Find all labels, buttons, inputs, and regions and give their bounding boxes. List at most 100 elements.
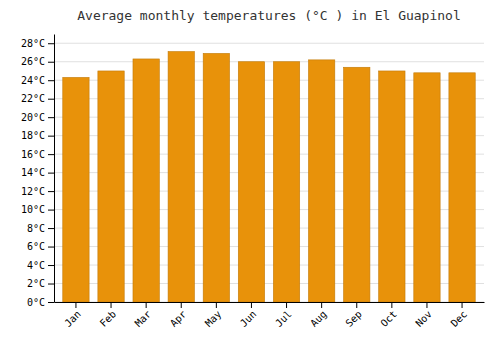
x-axis-line [55,302,485,303]
bar [203,53,229,302]
x-tick: May [203,302,224,329]
y-tick-mark [48,302,54,303]
x-tick: Jun [238,302,259,329]
x-tick-label: Dec [449,308,470,329]
y-tick-mark [48,265,54,266]
y-tick-label: 2°C [27,278,45,289]
y-tick-label: 10°C [21,204,45,215]
x-tick-label: Jan [62,308,83,329]
x-tick-mark [216,302,217,308]
x-tick: Nov [413,302,434,329]
x-tick-mark [426,302,427,308]
y-tick: 26°C [21,56,54,67]
bar [168,52,194,302]
x-tick: Aug [308,302,329,329]
x-axis: Jan Feb Mar Apr May Jun Jul Aug Sep Oct Nov Dec [55,302,485,329]
x-tick-label: Mar [133,308,154,329]
y-axis: 0°C 2°C 4°C 6°C 8°C 10°C 12°C 14°C 16°C 18°C 20°C 2… [21,35,55,308]
bar [414,73,440,302]
x-tick-label: Feb [98,308,119,329]
y-tick-mark [48,43,54,44]
x-tick-mark [356,302,357,308]
y-tick-label: 6°C [27,241,45,252]
bar [449,73,475,302]
grid-line [54,61,484,62]
bar [238,62,264,302]
y-tick-mark [48,284,54,285]
y-tick-label: 14°C [21,167,45,178]
x-tick-label: Apr [168,308,189,329]
x-tick-mark [181,302,182,308]
y-tick-mark [48,210,54,211]
y-tick-mark [48,228,54,229]
y-tick-mark [48,191,54,192]
y-tick-label: 8°C [27,223,45,234]
x-tick-mark [251,302,252,308]
x-tick: Jul [273,302,294,329]
y-tick: 20°C [21,112,54,123]
x-tick-label: Sep [343,308,364,329]
y-tick-label: 28°C [21,38,45,49]
y-tick: 28°C [21,38,54,49]
x-tick-label: Jun [238,308,259,329]
x-tick-mark [462,302,463,308]
x-tick: Oct [378,302,399,329]
x-tick: Jan [62,302,83,329]
y-tick-mark [48,62,54,63]
title: Average monthly temperatures (°C ) in El… [77,8,461,23]
x-tick: Apr [168,302,189,329]
y-tick-label: 22°C [21,93,45,104]
y-tick: 6°C [27,241,54,252]
x-tick: Mar [133,302,154,329]
y-tick-mark [48,247,54,248]
x-tick-label: Jul [273,308,294,329]
bars [63,52,475,302]
x-tick-label: Aug [308,308,329,329]
y-tick: 2°C [27,278,54,289]
grid-line [54,43,484,44]
x-tick: Feb [98,302,119,329]
y-tick-mark [48,117,54,118]
x-tick-mark [391,302,392,308]
y-tick-mark [48,99,54,100]
y-tick: 14°C [21,167,54,178]
x-tick-label: May [203,308,224,329]
bar [344,67,370,302]
x-tick-mark [321,302,322,308]
x-tick: Dec [449,302,470,329]
x-tick-mark [286,302,287,308]
y-tick-label: 12°C [21,186,45,197]
y-tick-label: 4°C [27,260,45,271]
y-tick-label: 20°C [21,112,45,123]
y-tick: 12°C [21,186,54,197]
y-tick: 4°C [27,260,54,271]
y-tick: 22°C [21,93,54,104]
bar [63,77,89,302]
y-tick-label: 18°C [21,130,45,141]
grid [54,43,484,302]
y-tick: 10°C [21,204,54,215]
y-tick: 8°C [27,223,54,234]
bar [273,62,299,302]
y-axis-line [54,35,55,303]
y-tick-mark [48,136,54,137]
bar [133,59,159,302]
y-tick: 18°C [21,130,54,141]
x-tick-mark [111,302,112,308]
y-tick: 0°C [27,297,54,308]
bar [379,71,405,302]
bar [308,60,334,302]
y-tick-label: 26°C [21,56,45,67]
y-tick-mark [48,154,54,155]
y-tick-mark [48,80,54,81]
x-tick: Sep [343,302,364,329]
chart: Average monthly temperatures (°C ) in El… [0,0,500,350]
y-tick-label: 16°C [21,149,45,160]
x-tick-label: Oct [378,308,399,329]
x-tick-label: Nov [413,308,434,329]
y-tick-label: 0°C [27,297,45,308]
x-tick-mark [75,302,76,308]
y-tick-label: 24°C [21,75,45,86]
y-tick: 16°C [21,149,54,160]
y-tick-mark [48,173,54,174]
